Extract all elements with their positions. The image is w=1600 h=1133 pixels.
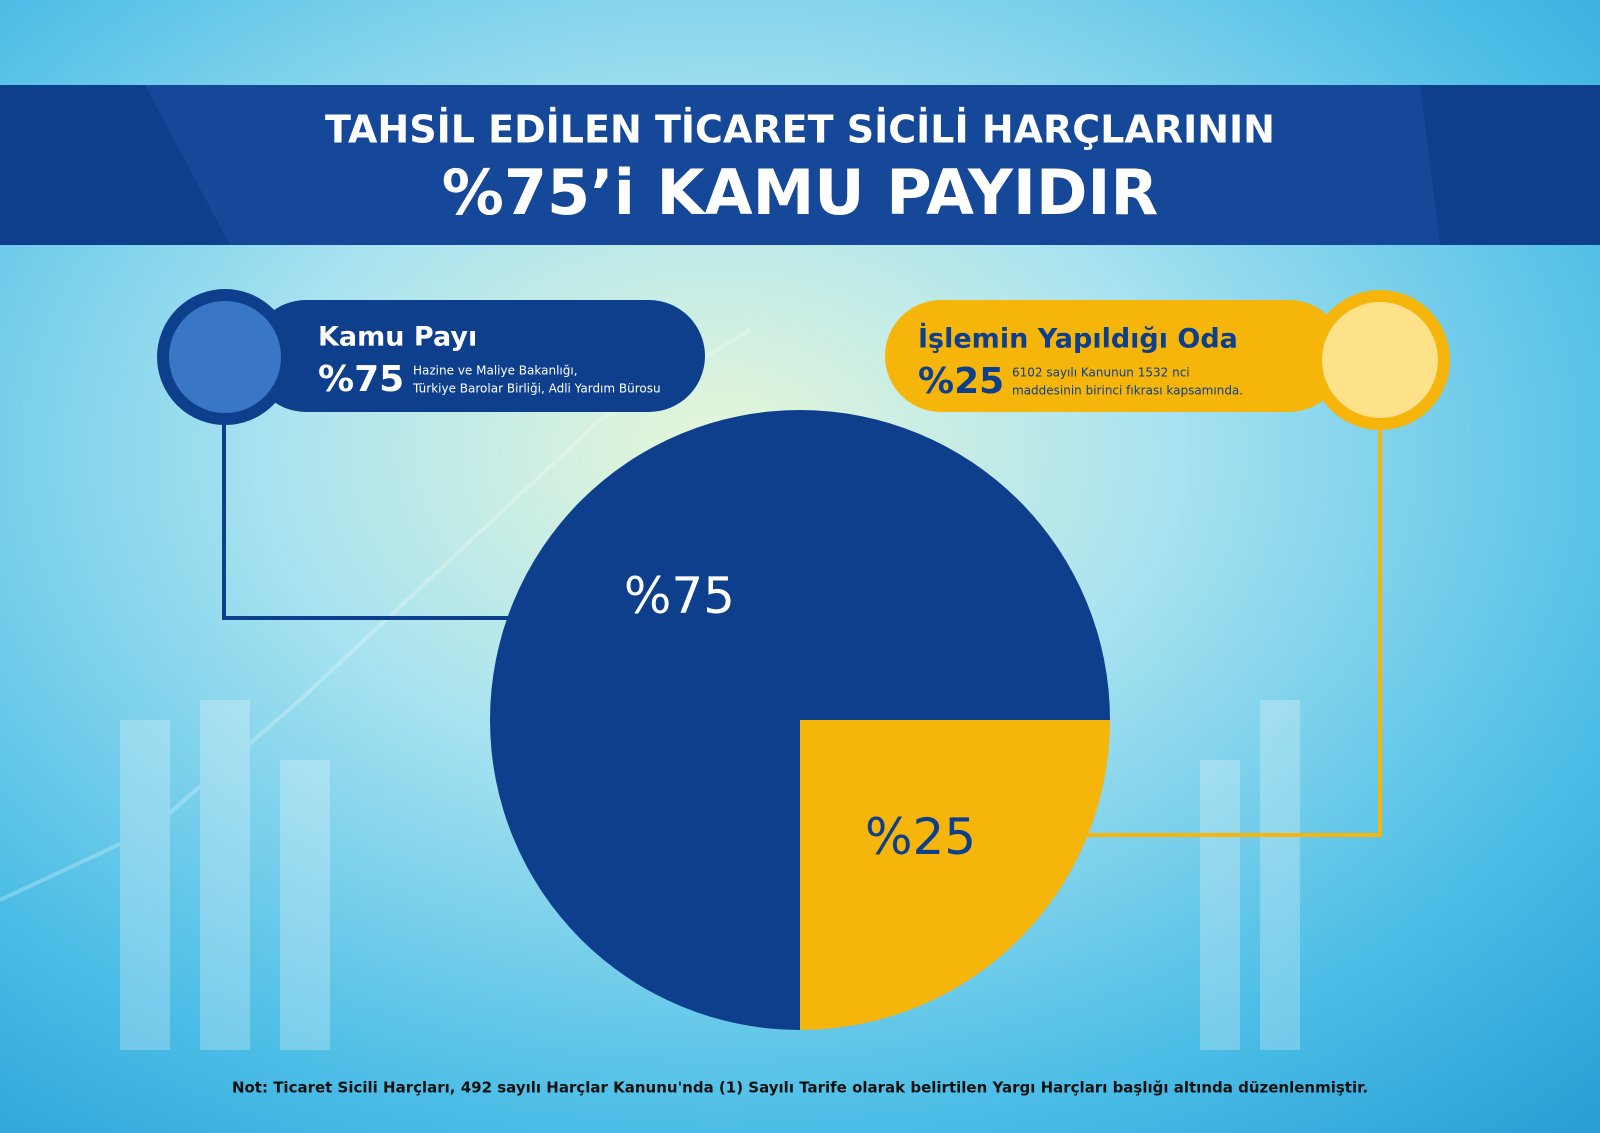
connector: [1060, 425, 1382, 837]
pie-slice: [800, 720, 1110, 1030]
title: TAHSİL EDİLEN TİCARET SİCİLİ HARÇLARININ: [325, 108, 1275, 152]
legend-label: Kamu Payı: [318, 322, 477, 353]
data-label: %25: [865, 808, 976, 866]
legend-value: %25: [918, 361, 1004, 402]
legend-label: İşlemin Yapıldığı Oda: [918, 323, 1238, 355]
legend-description: maddesinin birinci fıkrası kapsamında.: [1012, 384, 1243, 398]
note: Not: Ticaret Sicili Harçları, 492 sayılı…: [232, 1079, 1368, 1097]
connector: [222, 420, 510, 620]
legend-description: Türkiye Barolar Birliği, Adli Yardım Bür…: [412, 382, 661, 396]
data-label: %75: [624, 567, 735, 625]
decor-bars: [0, 328, 1300, 1050]
subtitle: %75’i KAMU PAYIDIR: [442, 156, 1158, 229]
legend-description: 6102 sayılı Kanunun 1532 nci: [1012, 366, 1190, 380]
legend-box: [885, 300, 1345, 412]
header-inner: [145, 85, 1440, 245]
legend-description: Hazine ve Maliye Bakanlığı,: [413, 364, 578, 378]
legend-swatch: [157, 289, 293, 425]
pie: %75 %25: [490, 410, 1110, 1030]
legend-swatch: [1310, 290, 1450, 430]
legend-box: [250, 300, 705, 412]
legend-value: %75: [318, 359, 404, 400]
